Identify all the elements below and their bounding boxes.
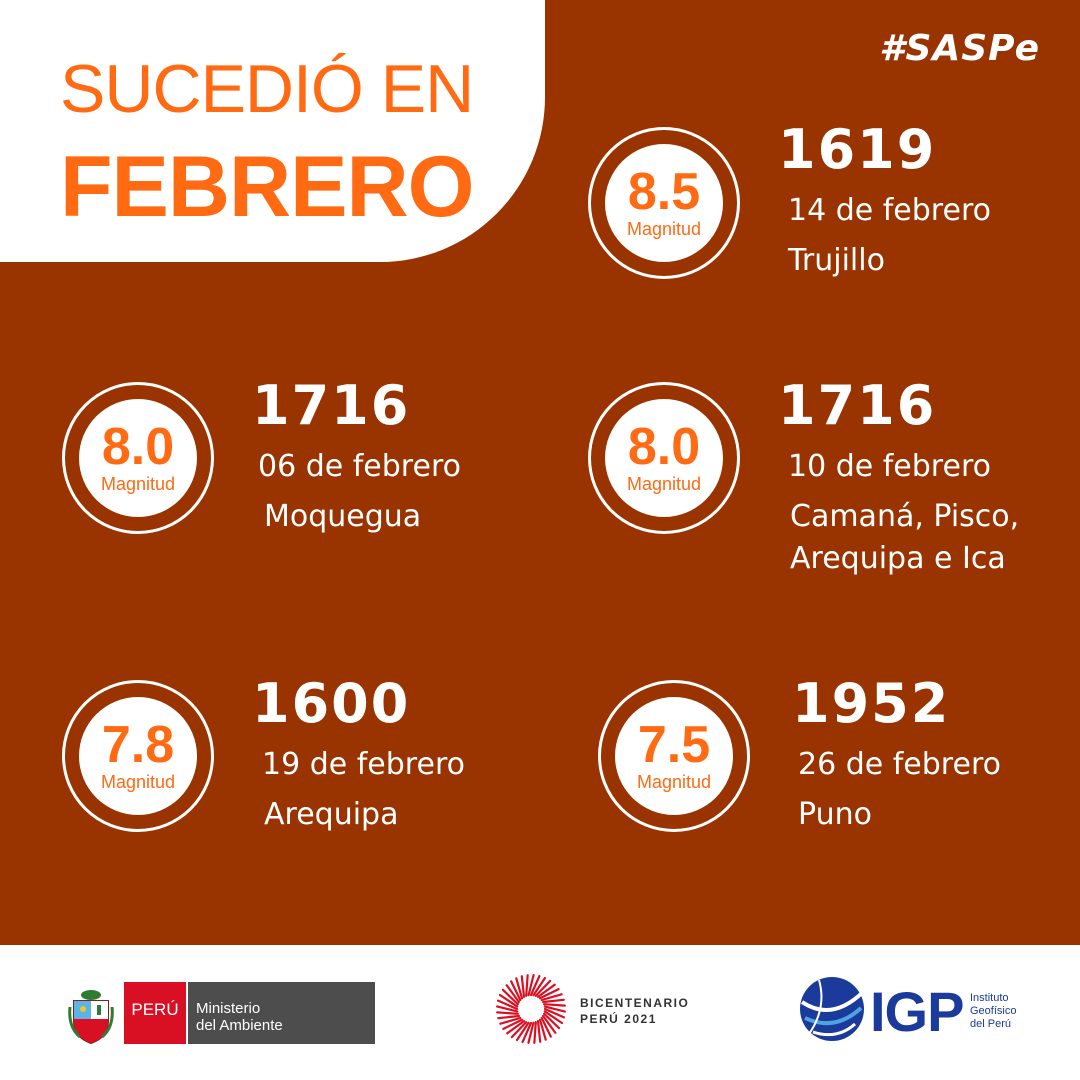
hashtag: #SASPe: [879, 28, 1040, 69]
magnitude-label: Magnitud: [626, 474, 702, 494]
title-card: SUCEDIÓ EN FEBRERO: [0, 0, 545, 262]
magnitude-label: Magnitud: [626, 219, 702, 239]
magnitude-badge: 8.5 Magnitud: [588, 127, 740, 279]
event-year: 1619: [778, 118, 937, 181]
event-place: Moquegua: [264, 499, 422, 534]
event-date: 14 de febrero: [788, 193, 991, 228]
event-place: Camaná, Pisco, Arequipa e Ica: [790, 499, 1020, 576]
event-place: Arequipa: [264, 797, 399, 832]
magnitude-label: Magnitud: [100, 474, 176, 494]
footer: PERÚ Ministerio del Ambiente BICENTENARI…: [0, 945, 1080, 1080]
magnitude-value: 7.8: [101, 716, 175, 774]
magnitude-badge: 8.0 Magnitud: [62, 382, 214, 534]
magnitude-label: Magnitud: [636, 772, 712, 792]
bicentenario-line-2: PERÚ 2021: [580, 1012, 657, 1026]
igp-label: IGP: [870, 980, 964, 1043]
ministry-logo: Ministerio del Ambiente: [188, 982, 375, 1044]
igp-subtitle: Instituto Geofísico del Perú: [970, 992, 1016, 1031]
event-year: 1716: [778, 374, 937, 437]
bicentenario-text: BICENTENARIO PERÚ 2021: [580, 995, 689, 1027]
magnitude-value: 8.0: [101, 418, 175, 476]
bicentenario-sunburst-icon: [495, 973, 567, 1045]
igp-sub-line-3: del Perú: [970, 1018, 1011, 1030]
magnitude-badge: 7.5 Magnitud: [598, 680, 750, 832]
event-year: 1716: [252, 374, 411, 437]
igp-sub-line-1: Instituto: [970, 992, 1009, 1004]
event-place: Trujillo: [788, 243, 885, 278]
magnitude-badge: 8.0 Magnitud: [588, 382, 740, 534]
magnitude-label: Magnitud: [100, 772, 176, 792]
ministry-line-1: Ministerio: [196, 1000, 261, 1017]
peru-logo: PERÚ: [124, 982, 186, 1044]
event-date: 10 de febrero: [788, 449, 991, 484]
event-year: 1600: [252, 672, 411, 735]
title-line-2: FEBRERO: [60, 139, 474, 235]
title-line-1: SUCEDIÓ EN: [60, 51, 474, 127]
magnitude-value: 8.5: [627, 163, 701, 221]
igp-globe-icon: [800, 977, 865, 1041]
magnitude-value: 8.0: [627, 418, 701, 476]
event-date: 26 de febrero: [798, 747, 1001, 782]
event-date: 19 de febrero: [262, 747, 465, 782]
igp-sub-line-2: Geofísico: [970, 1005, 1017, 1017]
event-date: 06 de febrero: [258, 449, 461, 484]
event-place: Puno: [798, 797, 872, 832]
magnitude-value: 7.5: [637, 716, 711, 774]
peru-coat-of-arms-icon: [68, 990, 114, 1045]
event-year: 1952: [792, 672, 951, 735]
bicentenario-line-1: BICENTENARIO: [580, 996, 690, 1010]
ministry-line-2: del Ambiente: [196, 1017, 283, 1034]
magnitude-badge: 7.8 Magnitud: [62, 680, 214, 832]
